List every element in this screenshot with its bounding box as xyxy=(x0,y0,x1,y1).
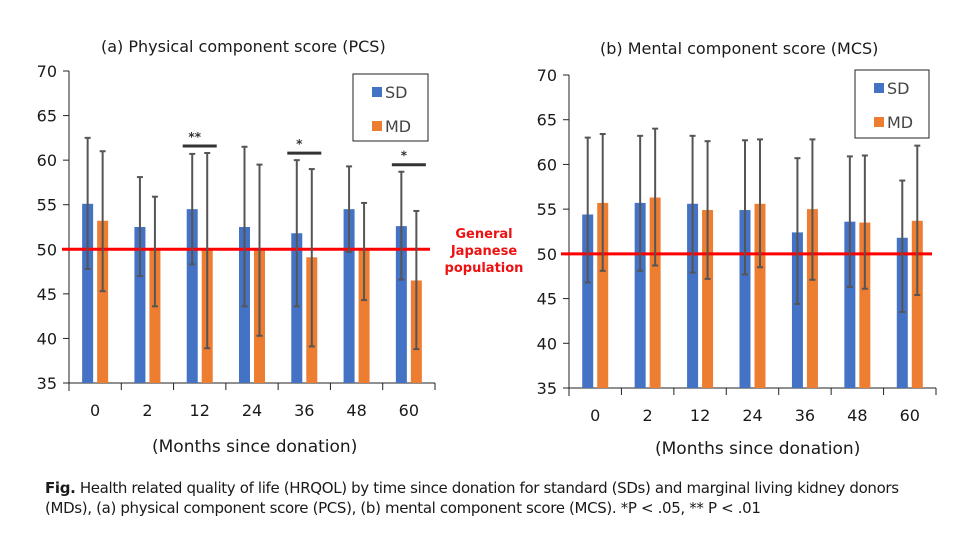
pcs-significance-label: ** xyxy=(188,130,201,144)
pcs-bar-sd xyxy=(291,233,303,383)
pcs-significance-label: * xyxy=(296,137,303,151)
pcs-y-tick-label: 35 xyxy=(37,374,57,393)
mcs-x-tick-label: 12 xyxy=(690,406,710,425)
mcs-bar-sd xyxy=(582,214,594,388)
pcs-legend-box xyxy=(352,73,429,142)
mcs-y-tick-label: 45 xyxy=(537,290,557,309)
mcs-y-tick-label: 40 xyxy=(537,334,557,353)
pcs-legend-swatch-sd xyxy=(372,87,382,97)
caption-text: Health related quality of life (HRQOL) b… xyxy=(45,479,899,517)
pcs-bar-md xyxy=(358,250,370,383)
mcs-x-tick-label: 0 xyxy=(590,406,600,425)
mcs-bar-md xyxy=(754,203,766,388)
mcs-x-tick-label: 36 xyxy=(795,406,815,425)
mcs-x-tick-label: 48 xyxy=(847,406,867,425)
mcs-y-tick-label: 50 xyxy=(537,245,557,264)
mcs-legend-label-md: MD xyxy=(887,113,913,132)
pcs-bar-sd xyxy=(186,209,198,383)
pcs-chart-title: (a) Physical component score (PCS) xyxy=(101,37,386,56)
mcs-x-tick-label: 24 xyxy=(742,406,762,425)
pcs-bar-sd xyxy=(343,209,355,383)
mcs-y-tick-label: 65 xyxy=(537,111,557,130)
mcs-y-tick-label: 55 xyxy=(537,200,557,219)
mcs-bar-sd xyxy=(687,203,699,388)
pcs-y-tick-label: 55 xyxy=(37,196,57,215)
pcs-reference-label: General xyxy=(455,227,512,242)
mcs-x-axis-label: (Months since donation) xyxy=(655,439,861,459)
mcs-chart-title: (b) Mental component score (MCS) xyxy=(600,39,879,58)
pcs-bar-sd xyxy=(134,227,146,383)
pcs-y-tick-label: 65 xyxy=(37,107,57,126)
mcs-bar-md xyxy=(597,202,609,388)
pcs-legend: SD MD xyxy=(352,73,429,142)
mcs-chart: 35 40 45 50 55 60 65 70 0 2 12 24 36 48 60 SD MD xyxy=(537,66,937,425)
mcs-x-tick-label: 2 xyxy=(643,406,653,425)
pcs-y-tick-label: 40 xyxy=(37,329,57,348)
mcs-x-tick-label: 60 xyxy=(900,406,920,425)
mcs-bar-sd xyxy=(634,202,646,388)
pcs-reference-label: population xyxy=(445,261,524,276)
mcs-legend: SD MD xyxy=(854,69,930,139)
mcs-legend-swatch-sd xyxy=(874,83,884,93)
pcs-x-tick-label: 60 xyxy=(399,401,419,420)
pcs-x-tick-label: 12 xyxy=(190,401,210,420)
pcs-y-tick-label: 50 xyxy=(37,240,57,259)
mcs-bar-sd xyxy=(739,210,751,388)
pcs-y-tick-label: 45 xyxy=(37,285,57,304)
pcs-y-tick-label: 60 xyxy=(37,151,57,170)
pcs-legend-label-md: MD xyxy=(385,117,411,136)
pcs-x-tick-label: 2 xyxy=(142,401,152,420)
mcs-bar-sd xyxy=(844,221,856,388)
mcs-bar-md xyxy=(649,197,661,388)
figure-caption: Fig. Health related quality of life (HRQ… xyxy=(45,478,925,518)
mcs-bar-md xyxy=(859,222,871,388)
mcs-legend-label-sd: SD xyxy=(887,79,909,98)
pcs-significance-label: * xyxy=(401,149,408,163)
mcs-y-tick-label: 35 xyxy=(537,379,557,398)
pcs-bar-md xyxy=(149,249,161,383)
mcs-bar-sd xyxy=(791,232,803,388)
pcs-y-tick-label: 70 xyxy=(37,62,57,81)
pcs-x-axis-label: (Months since donation) xyxy=(152,437,358,457)
mcs-bar-md xyxy=(806,209,818,388)
pcs-x-tick-label: 0 xyxy=(90,401,100,420)
mcs-legend-box xyxy=(854,69,930,139)
pcs-x-tick-label: 24 xyxy=(242,401,262,420)
pcs-x-tick-label: 48 xyxy=(346,401,366,420)
mcs-bar-md xyxy=(911,220,923,388)
pcs-x-tick-label: 36 xyxy=(294,401,314,420)
pcs-reference-label: Japanese xyxy=(450,244,517,259)
pcs-bar-md xyxy=(97,220,109,383)
caption-prefix: Fig. xyxy=(45,479,76,497)
mcs-legend-swatch-md xyxy=(874,117,884,127)
mcs-bar-md xyxy=(702,210,714,388)
mcs-y-tick-label: 60 xyxy=(537,155,557,174)
pcs-bar-sd xyxy=(82,203,94,383)
pcs-legend-swatch-md xyxy=(372,121,382,131)
pcs-bar-sd xyxy=(395,226,407,383)
pcs-legend-label-sd: SD xyxy=(385,83,407,102)
mcs-y-tick-label: 70 xyxy=(537,66,557,85)
